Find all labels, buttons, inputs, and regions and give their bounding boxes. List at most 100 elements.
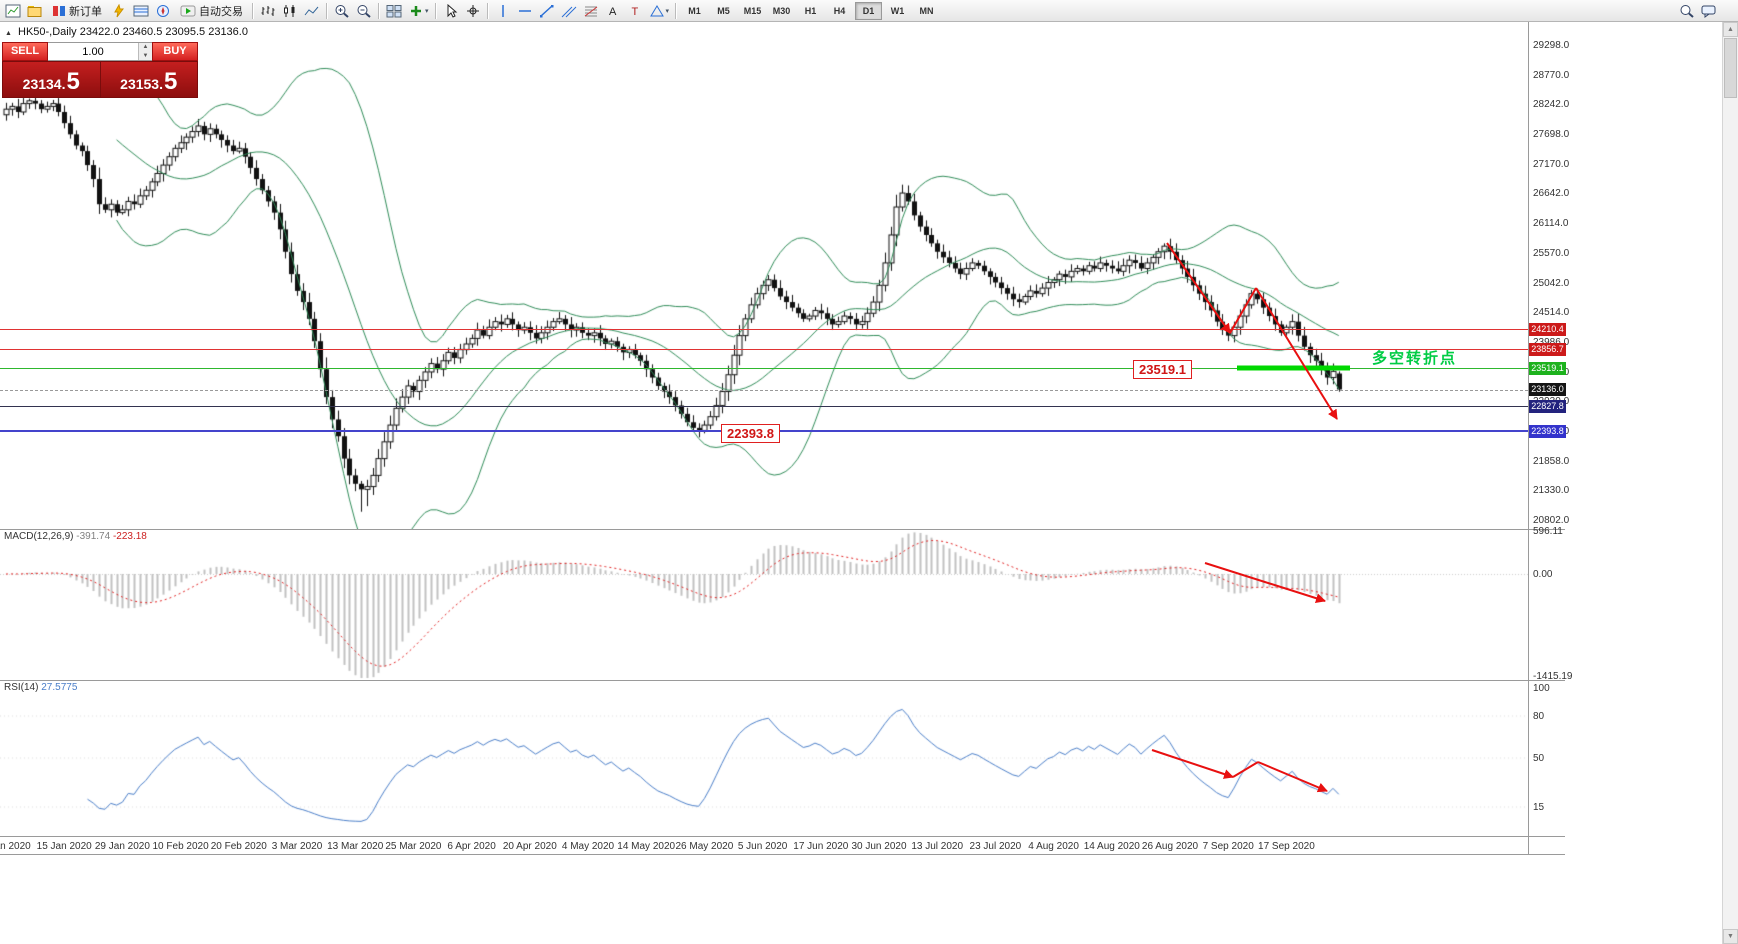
new-chart-button[interactable]	[2, 1, 24, 21]
axis-label: 50	[1533, 753, 1545, 764]
rsi-panel-canvas[interactable]	[0, 680, 1528, 836]
date-axis-label: 5 Jun 2020	[737, 841, 788, 852]
axis-label: 100	[1533, 683, 1550, 694]
vertical-scrollbar[interactable]: ▲ ▼	[1722, 22, 1738, 944]
trendline-button[interactable]	[536, 1, 558, 21]
zoom-in-button[interactable]	[331, 1, 353, 21]
panel-separator[interactable]	[0, 529, 1565, 530]
profiles-button[interactable]	[24, 1, 46, 21]
zoom-out-icon	[357, 4, 371, 18]
timeframe-m5-button[interactable]: M5	[710, 2, 737, 20]
timeframe-h4-button[interactable]: H4	[826, 2, 853, 20]
tile-windows-icon	[386, 4, 402, 17]
lot-decrease-button[interactable]: ▼	[139, 51, 152, 60]
search-icon	[1680, 5, 1694, 18]
main-chart-canvas[interactable]	[0, 22, 1528, 529]
axis-label: 21858.0	[1533, 455, 1570, 467]
timeframe-m30-button[interactable]: M30	[768, 2, 795, 20]
autotrading-button[interactable]: 自动交易	[174, 1, 249, 21]
scrollbar-thumb[interactable]	[1724, 38, 1737, 98]
zoom-out-button[interactable]	[353, 1, 375, 21]
turning-point-annotation[interactable]: 多空转折点	[1372, 350, 1458, 367]
panel-separator[interactable]	[0, 680, 1565, 681]
bar-chart-button[interactable]	[257, 1, 279, 21]
data-window-button[interactable]	[130, 1, 152, 21]
hline-24210.4[interactable]	[0, 328, 1528, 330]
chat-button[interactable]	[1698, 1, 1720, 21]
one-click-trading-panel: SELL ▲ ▼ BUY 23134.5 23153.5	[2, 42, 198, 98]
horizontal-line-button[interactable]	[514, 1, 536, 21]
date-axis-label: 26 May 2020	[675, 841, 734, 852]
trendline-icon	[539, 4, 554, 17]
axis-label: 28242.0	[1533, 99, 1570, 111]
date-axis-label: 17 Sep 2020	[1258, 841, 1315, 852]
macd-panel-canvas[interactable]	[0, 529, 1528, 680]
indicators-plus-icon	[411, 5, 421, 16]
chart-ohlc-header: ▲ HK50-,Daily 23422.0 23460.5 23095.5 23…	[5, 26, 248, 38]
toolbar-separator	[378, 2, 380, 19]
axis-label: 28770.0	[1533, 69, 1570, 81]
timeframe-m15-button[interactable]: M15	[739, 2, 766, 20]
hline-23136.0[interactable]	[0, 389, 1528, 391]
axis-label: 21330.0	[1533, 485, 1570, 497]
text-button[interactable]: A	[602, 1, 624, 21]
vertical-line-button[interactable]	[492, 1, 514, 21]
symbol-period-label: HK50-,Daily	[18, 26, 77, 38]
buy-price-display[interactable]: 23153. 5	[120, 68, 178, 95]
timeframe-d1-button[interactable]: D1	[855, 1, 883, 20]
cursor-button[interactable]	[440, 1, 462, 21]
navigator-icon	[157, 4, 169, 17]
price-tag-22827.8: 22827.8	[1529, 400, 1566, 414]
price-tag-23856.7: 23856.7	[1529, 342, 1566, 356]
sell-price-display[interactable]: 23134. 5	[3, 62, 101, 97]
crosshair-button[interactable]	[462, 1, 484, 21]
date-axis-label: 25 Mar 2020	[385, 841, 442, 852]
navigator-button[interactable]	[152, 1, 174, 21]
scroll-down-button[interactable]: ▼	[1723, 929, 1738, 944]
hline-23519.1[interactable]	[0, 367, 1528, 369]
hline-23856.7[interactable]	[0, 348, 1528, 350]
date-axis-label: 14 Aug 2020	[1083, 841, 1140, 852]
axis-label: 26642.0	[1533, 188, 1570, 200]
tile-windows-button[interactable]	[383, 1, 405, 21]
timeframe-h1-button[interactable]: H1	[797, 2, 824, 20]
collapse-panel-icon[interactable]: ▲	[5, 30, 12, 37]
date-axis-label: 17 Jun 2020	[793, 841, 849, 852]
date-axis-label: 30 Jun 2020	[851, 841, 907, 852]
buy-button[interactable]: BUY	[152, 42, 198, 61]
main-toolbar: 新订单 自动交易 ▾ A T ▾ M1 M5 M15 M30 H1 H4 D1	[0, 0, 1738, 22]
fibonacci-button[interactable]	[580, 1, 602, 21]
hline-22827.8[interactable]	[0, 406, 1528, 408]
macd-signal-value: -223.18	[112, 531, 147, 542]
dropdown-arrow-icon: ▾	[425, 7, 429, 15]
new-order-button[interactable]: 新订单	[46, 1, 108, 21]
channel-button[interactable]	[558, 1, 580, 21]
label-icon: T	[631, 6, 638, 18]
timeframe-mn-button[interactable]: MN	[913, 2, 940, 20]
axis-label: 27170.0	[1533, 158, 1570, 170]
shapes-icon	[649, 4, 664, 16]
line-chart-button[interactable]	[301, 1, 323, 21]
support-level-label[interactable]: 22393.8	[721, 424, 780, 443]
autotrading-label: 自动交易	[199, 5, 243, 18]
pivot-level-label[interactable]: 23519.1	[1133, 360, 1192, 379]
channel-icon	[561, 6, 576, 17]
timeframe-m1-button[interactable]: M1	[681, 2, 708, 20]
lot-size-input[interactable]	[48, 43, 138, 60]
scroll-up-button[interactable]: ▲	[1723, 22, 1738, 37]
lot-increase-button[interactable]: ▲	[139, 43, 152, 52]
axis-label: 596.11	[1533, 526, 1563, 538]
indicators-button[interactable]: ▾	[405, 1, 432, 21]
price-axis-border	[1528, 22, 1529, 854]
sell-button[interactable]: SELL	[2, 42, 48, 61]
new-order-label: 新订单	[69, 5, 102, 18]
candlestick-chart-button[interactable]	[279, 1, 301, 21]
shapes-button[interactable]: ▾	[646, 1, 673, 21]
svg-text:T: T	[631, 6, 638, 18]
axis-label: 25570.0	[1533, 248, 1570, 260]
timeframe-w1-button[interactable]: W1	[884, 2, 911, 20]
market-watch-button[interactable]	[108, 1, 130, 21]
search-button[interactable]	[1676, 1, 1698, 21]
label-button[interactable]: T	[624, 1, 646, 21]
